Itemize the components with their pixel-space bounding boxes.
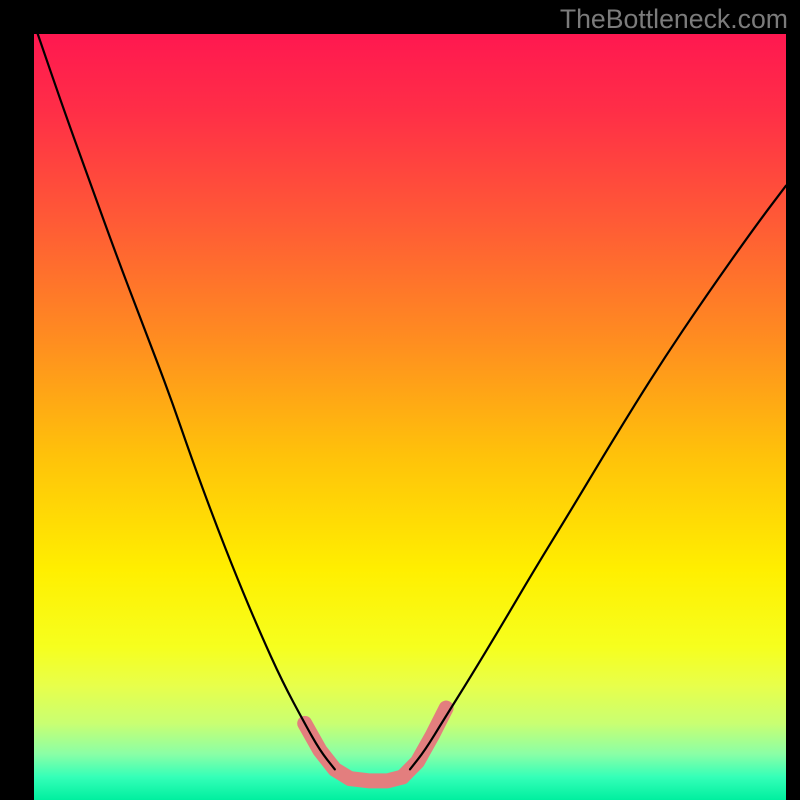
watermark-text: TheBottleneck.com [560, 4, 788, 35]
plot-gradient-background [34, 34, 786, 800]
chart-container: TheBottleneck.com [0, 0, 800, 800]
plot-area [34, 34, 786, 800]
highlight-flat [350, 777, 403, 781]
